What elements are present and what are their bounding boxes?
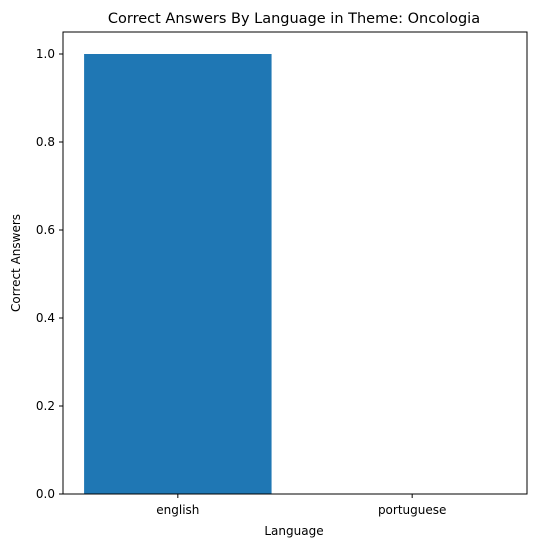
x-tick-label: english: [156, 503, 199, 517]
chart-title: Correct Answers By Language in Theme: On…: [108, 11, 480, 27]
y-tick-label: 0.0: [36, 487, 55, 501]
y-tick-label: 0.6: [36, 223, 55, 237]
bars-group: [84, 54, 271, 494]
x-axis-label: Language: [264, 524, 323, 538]
x-tick-label: portuguese: [378, 503, 446, 517]
y-tick-label: 1.0: [36, 47, 55, 61]
y-axis-label: Correct Answers: [9, 214, 23, 312]
y-tick-label: 0.4: [36, 311, 55, 325]
y-tick-label: 0.8: [36, 135, 55, 149]
bar-english: [84, 54, 271, 494]
y-tick-label: 0.2: [36, 399, 55, 413]
